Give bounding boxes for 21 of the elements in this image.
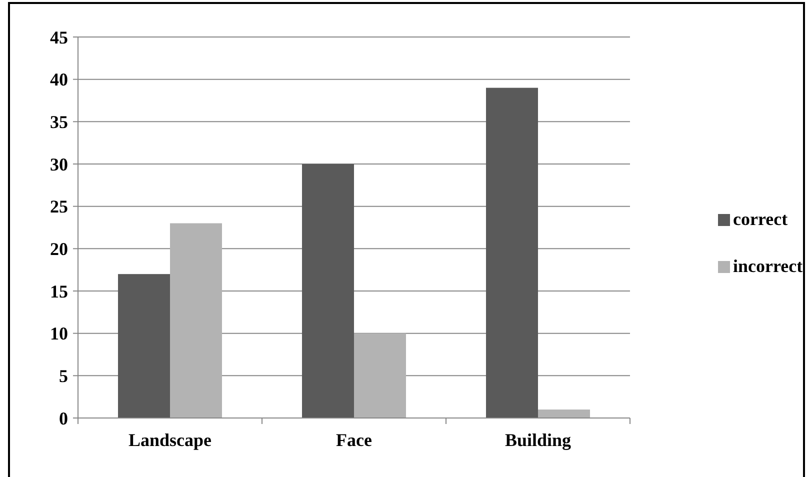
legend-label: incorrect (733, 256, 803, 276)
y-tick-label: 5 (59, 366, 68, 386)
x-tick-label: Face (336, 430, 372, 450)
x-tick-label: Landscape (128, 430, 212, 450)
bar (118, 274, 170, 418)
y-tick-label: 15 (50, 281, 68, 302)
bar (354, 333, 406, 418)
y-tick-label: 30 (50, 154, 68, 174)
y-tick-label: 20 (50, 238, 68, 259)
y-tick-label: 25 (50, 196, 68, 217)
y-tick-label: 10 (50, 324, 68, 344)
legend-label: correct (733, 209, 788, 229)
bar (170, 223, 222, 418)
bar (302, 164, 354, 418)
y-tick-label: 40 (50, 70, 68, 90)
y-tick-label: 0 (59, 408, 68, 428)
y-tick-label: 45 (50, 27, 68, 48)
bar (486, 88, 538, 418)
y-tick-label: 35 (50, 112, 68, 132)
bar (538, 410, 590, 418)
x-tick-label: Building (504, 430, 572, 450)
